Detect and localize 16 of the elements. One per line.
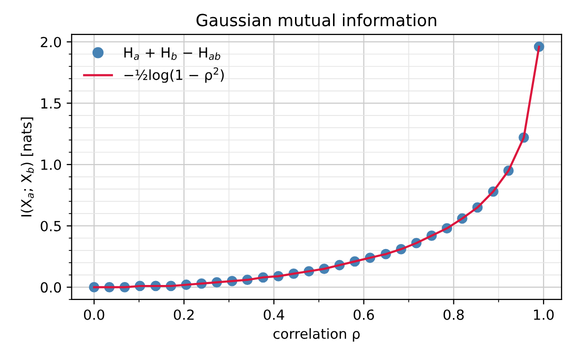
x-tick-label: 0.6	[354, 309, 374, 320]
x-tick-label: 0.0	[84, 309, 104, 320]
y-tick-label: 1.0	[41, 159, 61, 170]
y-tick-label: 2.0	[40, 36, 61, 48]
y-tick-label: 0.5	[40, 220, 61, 232]
y-axis-title: I(X$_{a}$; X$_{b}$) [nats]	[20, 117, 34, 216]
y-tick-label: 0.0	[40, 282, 61, 293]
x-tick-label: 0.4	[264, 309, 284, 320]
legend-label: −½log(1 − ρ$^{2}$)	[124, 67, 224, 83]
x-tick-label: 1.0	[534, 309, 554, 320]
x-tick-label: 0.8	[444, 309, 464, 320]
y-tick-label: 1.5	[41, 98, 61, 109]
x-tick-label: 0.2	[174, 309, 194, 320]
chart-title: Gaussian mutual information	[196, 13, 436, 26]
legend-label: H$_{a}$ + H$_{b}$ − H$_{ab}$	[124, 47, 220, 60]
x-axis-title: correlation ρ	[273, 328, 360, 342]
